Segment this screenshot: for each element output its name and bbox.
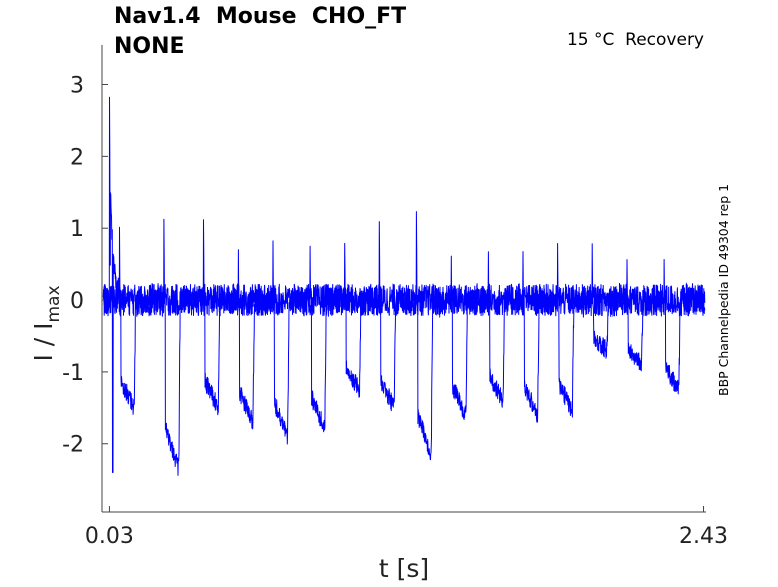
y-tick-label: -1 — [62, 361, 84, 386]
x-axis-label: t [s] — [379, 554, 429, 583]
y-axis-label-subscript: max — [44, 285, 64, 322]
y-tick-label: 3 — [70, 74, 84, 99]
current-trace-overlay — [102, 282, 706, 317]
condition-annotation: 15 °C Recovery — [566, 30, 704, 50]
y-tick-label: 1 — [70, 217, 84, 242]
x-tick-label: 0.03 — [85, 524, 134, 549]
chart-title-line2: NONE — [114, 34, 185, 59]
y-tick-label: -2 — [62, 433, 84, 458]
y-axis-label: I / Imax — [29, 285, 64, 361]
y-tick-label: 2 — [70, 145, 84, 170]
x-tick-label: 2.43 — [679, 524, 728, 549]
y-axis-label-main: I / I — [29, 322, 58, 361]
current-trace — [102, 96, 706, 476]
channelpedia-id-label: BBP Channelpedia ID 49304 rep 1 — [716, 183, 731, 396]
y-tick-label: 0 — [70, 289, 84, 314]
chart-title-line1: Nav1.4 Mouse CHO_FT — [114, 4, 407, 29]
